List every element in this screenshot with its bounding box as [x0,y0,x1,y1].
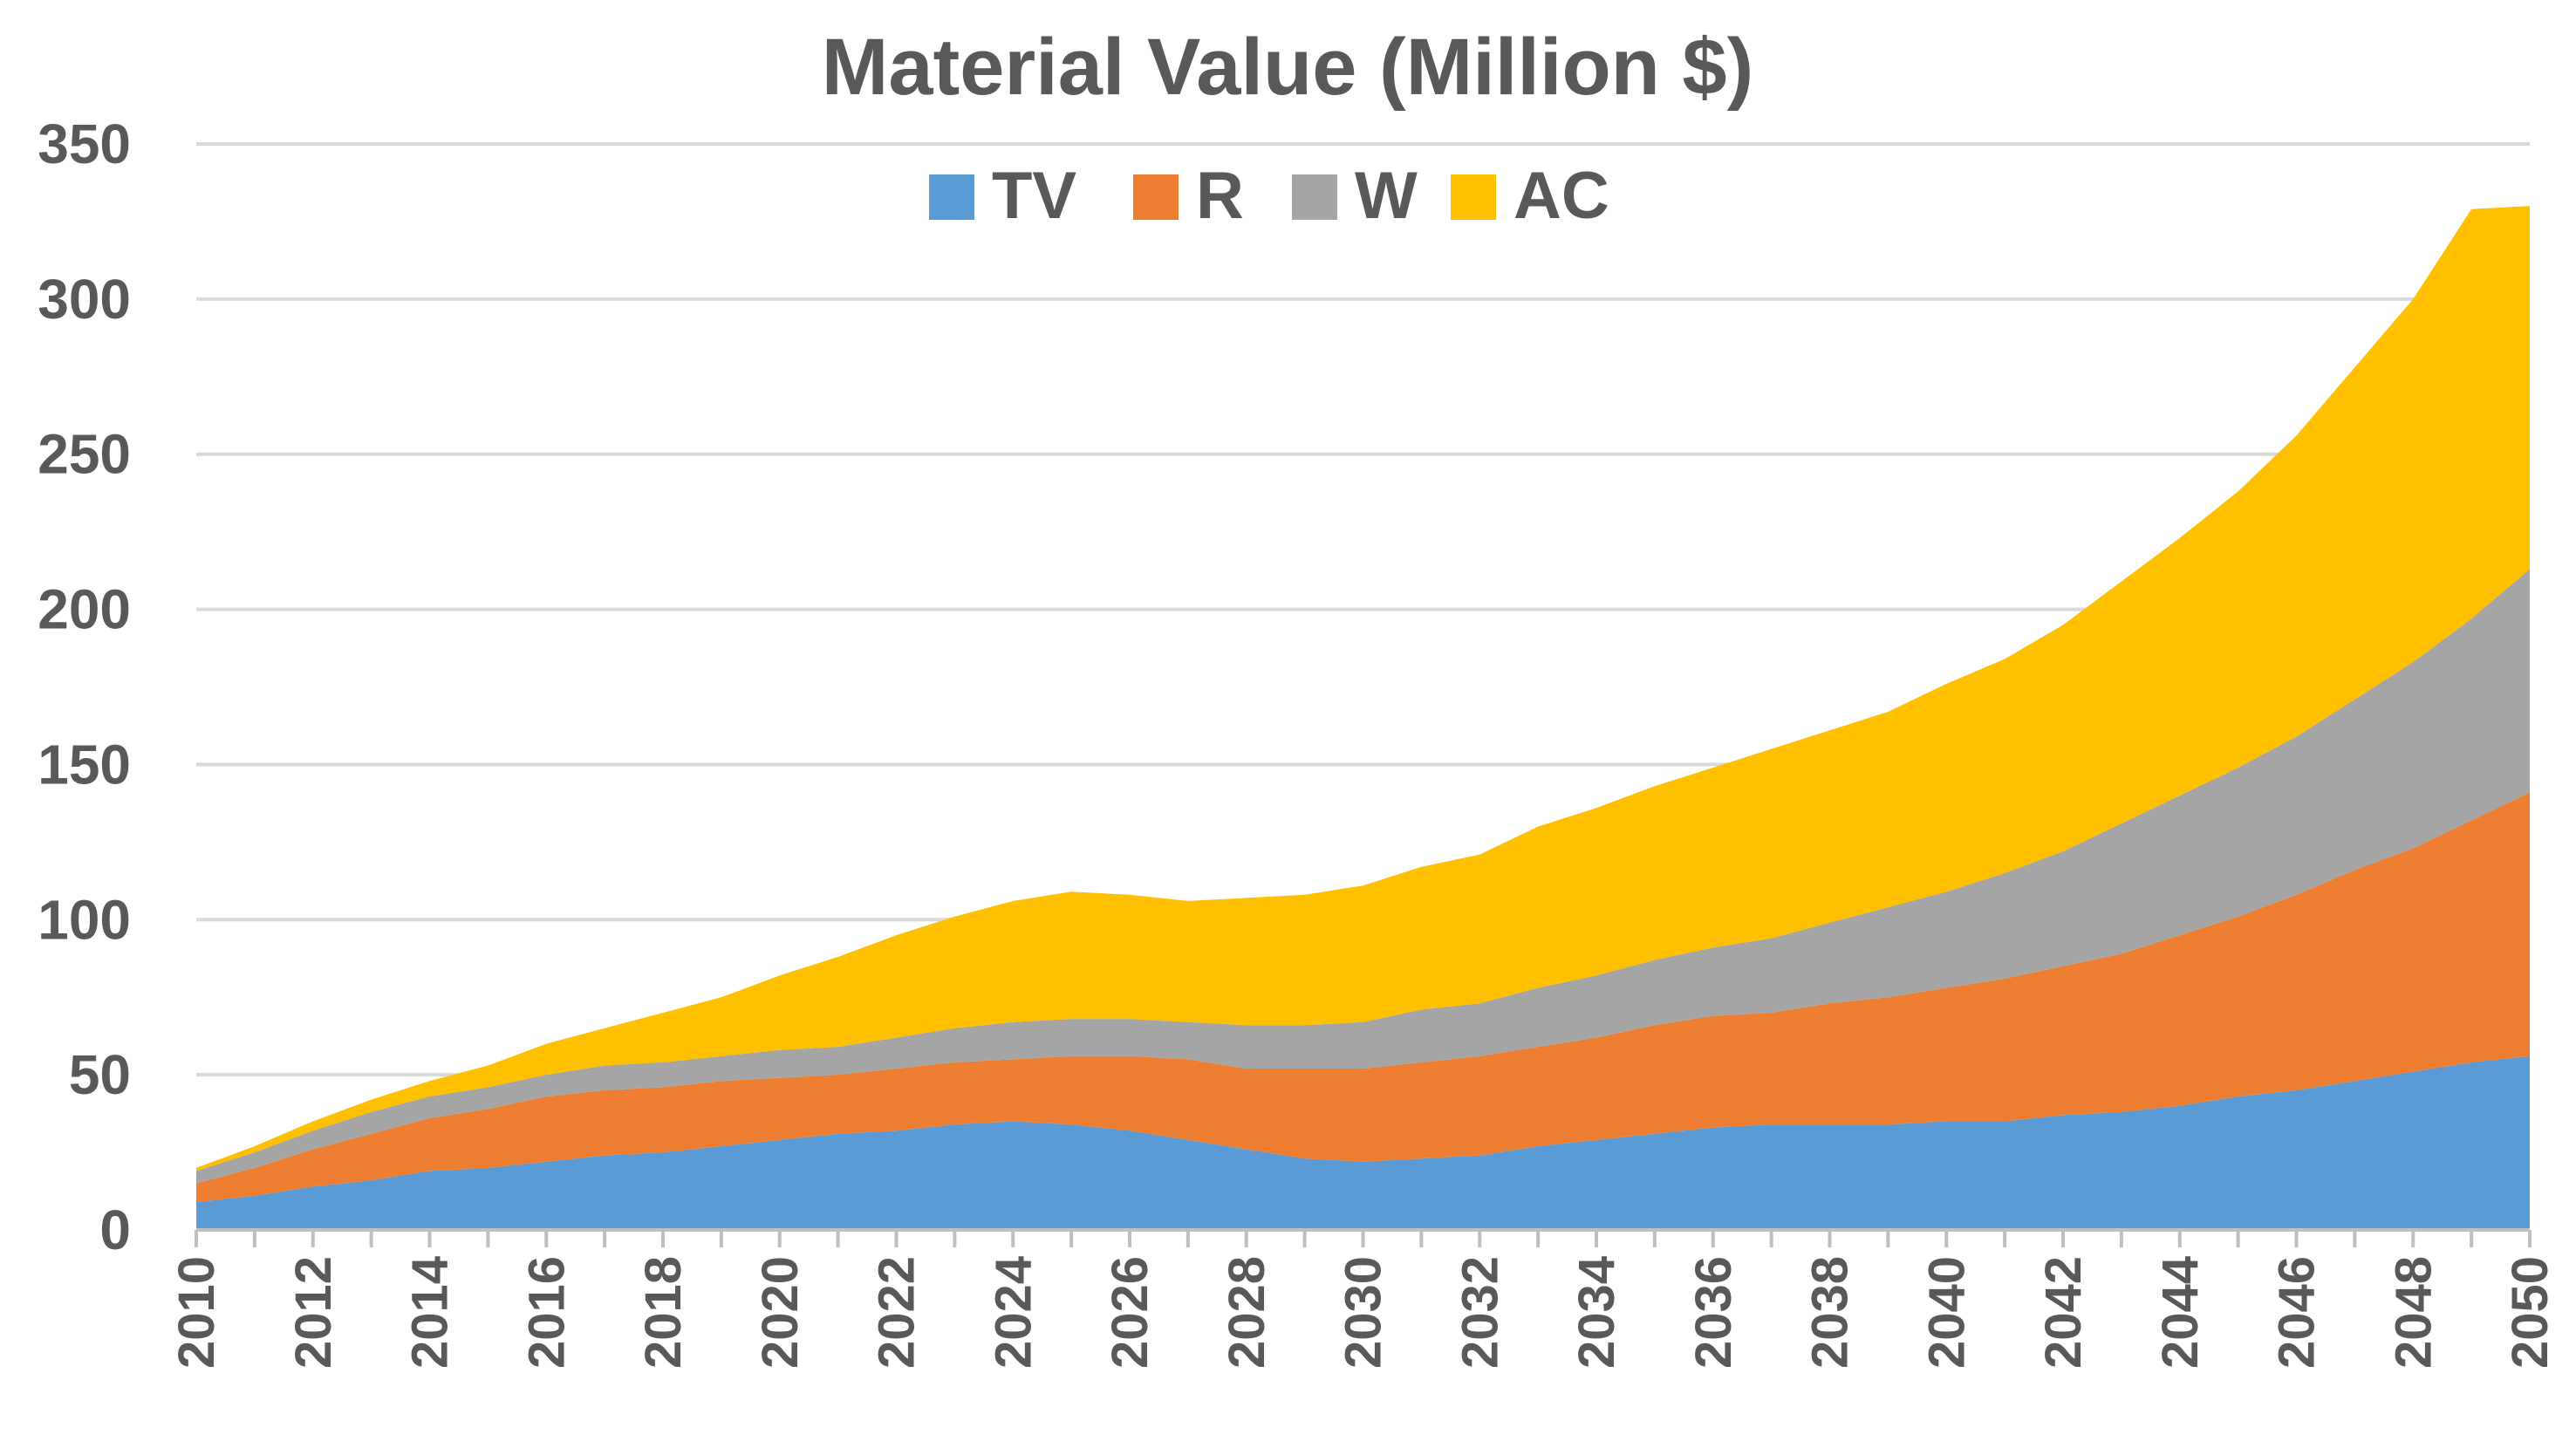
legend-swatch-tv [929,174,974,220]
area-r [196,792,2530,1202]
y-tick-label: 200 [38,578,131,641]
y-tick-label: 350 [38,113,131,175]
x-tick-label: 2016 [518,1256,575,1369]
legend-label-ac: AC [1513,159,1609,233]
legend: TV R W AC [929,159,1609,233]
y-tick-label: 250 [38,423,131,486]
x-tick-label: 2046 [2269,1256,2326,1369]
y-tick-label: 300 [38,268,131,331]
axes: 0 50 100 150 200 250 300 350 2010 2012 2014 2016 201… [38,113,2559,1369]
x-tick-label: 2010 [168,1256,225,1369]
legend-swatch-ac [1451,174,1496,220]
x-tick-label: 2036 [1685,1256,1742,1369]
y-tick-label: 150 [38,733,131,796]
y-tick-label: 0 [99,1199,131,1261]
legend-label-r: R [1196,159,1244,233]
y-tick-label: 50 [69,1043,131,1106]
x-tick-label: 2044 [2152,1256,2209,1369]
x-tick-label: 2028 [1219,1256,1275,1369]
x-tick-label: 2022 [869,1256,926,1369]
x-tick-label: 2034 [1568,1256,1625,1369]
x-tick-label: 2038 [1802,1256,1859,1369]
x-tick-label: 2050 [2502,1256,2559,1369]
area-w [196,569,2530,1184]
x-tick-label: 2032 [1452,1256,1508,1369]
x-tick-label: 2026 [1102,1256,1158,1369]
x-tick-label: 2040 [1918,1256,1975,1369]
area-series [196,206,2530,1230]
y-tick-label: 100 [38,888,131,951]
x-tick-label: 2048 [2385,1256,2442,1369]
x-tick-label: 2030 [1336,1256,1392,1369]
legend-swatch-r [1133,174,1179,220]
x-tick-label: 2042 [2035,1256,2092,1369]
x-tick-label: 2012 [285,1256,342,1369]
area-ac [196,206,2530,1171]
legend-label-w: W [1355,159,1418,233]
x-tick-label: 2018 [635,1256,692,1369]
area-tv [196,1055,2530,1230]
x-tick-label: 2024 [985,1256,1042,1369]
legend-swatch-w [1292,174,1337,220]
x-tick-label: 2020 [752,1256,809,1369]
x-tick-label: 2014 [402,1256,459,1369]
legend-label-tv: TV [992,159,1076,233]
chart-title: Material Value (Million $) [822,23,1753,112]
gridlines [196,142,2530,1077]
